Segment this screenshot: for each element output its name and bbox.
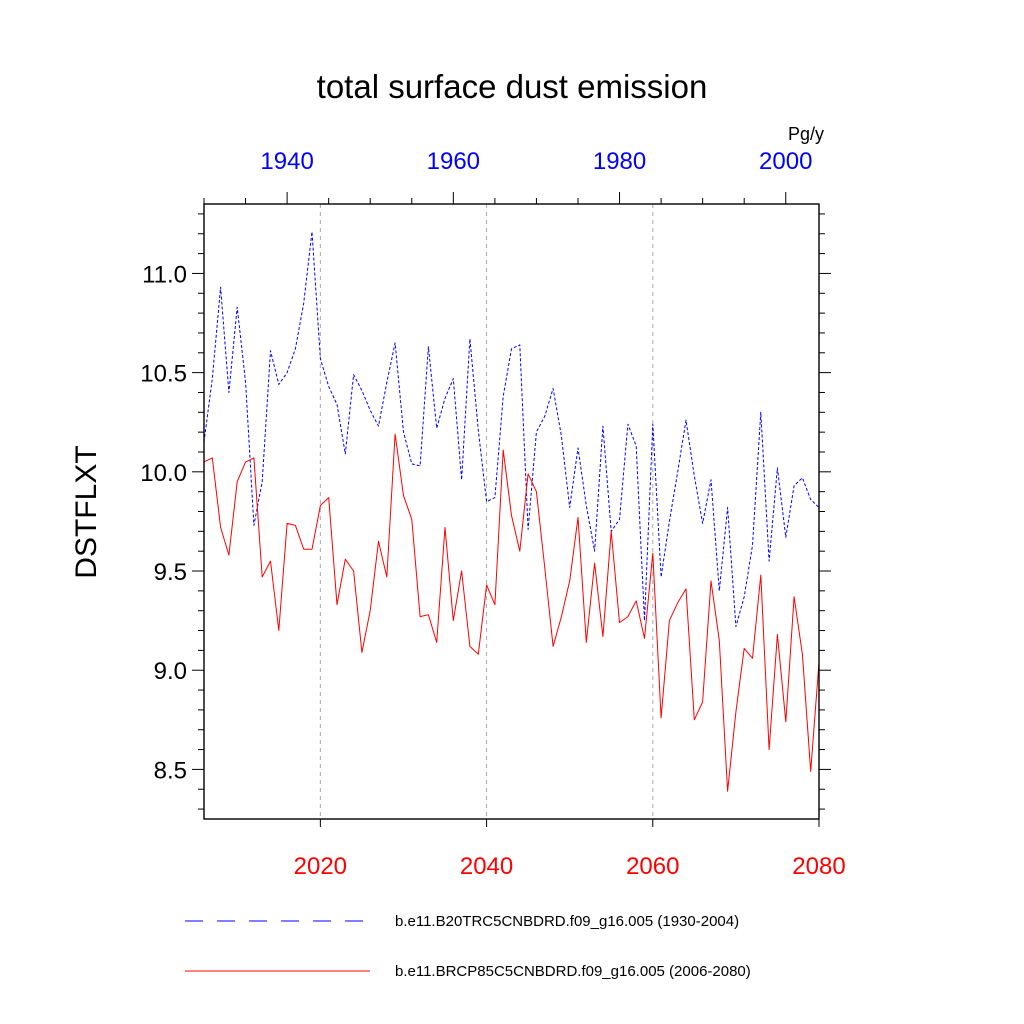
y-tick-label: 10.0 xyxy=(140,460,187,487)
bottom-tick-label: 2080 xyxy=(792,853,845,880)
series-line-future xyxy=(203,433,820,792)
legend: b.e11.B20TRC5CNBDRD.f09_g16.005 (1930-20… xyxy=(185,913,751,980)
chart-title: total surface dust emission xyxy=(317,68,708,105)
top-tick-label: 1980 xyxy=(593,148,646,175)
y-tick-label: 9.0 xyxy=(154,658,187,685)
top-tick-label: 2000 xyxy=(759,148,812,175)
series-group xyxy=(203,231,820,792)
bottom-tick-label: 2040 xyxy=(460,853,513,880)
y-ticks: 8.5 9.0 9.5 10.0 10.5 11.0 xyxy=(140,213,831,810)
top-x-ticks: 1940 1960 1980 2000 xyxy=(203,148,812,204)
legend-label-historical: b.e11.B20TRC5CNBDRD.f09_g16.005 (1930-20… xyxy=(395,913,739,930)
top-tick-label: 1940 xyxy=(260,148,313,175)
series-line-historical xyxy=(203,231,820,628)
y-tick-label: 8.5 xyxy=(154,757,187,784)
bottom-tick-label: 2020 xyxy=(294,853,347,880)
legend-label-future: b.e11.BRCP85C5CNBDRD.f09_g16.005 (2006-2… xyxy=(395,963,751,980)
y-tick-label: 11.0 xyxy=(142,261,187,288)
top-tick-label: 1960 xyxy=(427,148,480,175)
units-label: Pg/y xyxy=(788,124,824,144)
y-tick-label: 9.5 xyxy=(154,559,187,586)
grid xyxy=(319,204,654,819)
bottom-x-ticks: 2020 2040 2060 2080 xyxy=(294,819,846,880)
y-axis-label: DSTFLXT xyxy=(70,445,103,578)
y-tick-label: 10.5 xyxy=(140,361,187,388)
bottom-tick-label: 2060 xyxy=(626,853,679,880)
